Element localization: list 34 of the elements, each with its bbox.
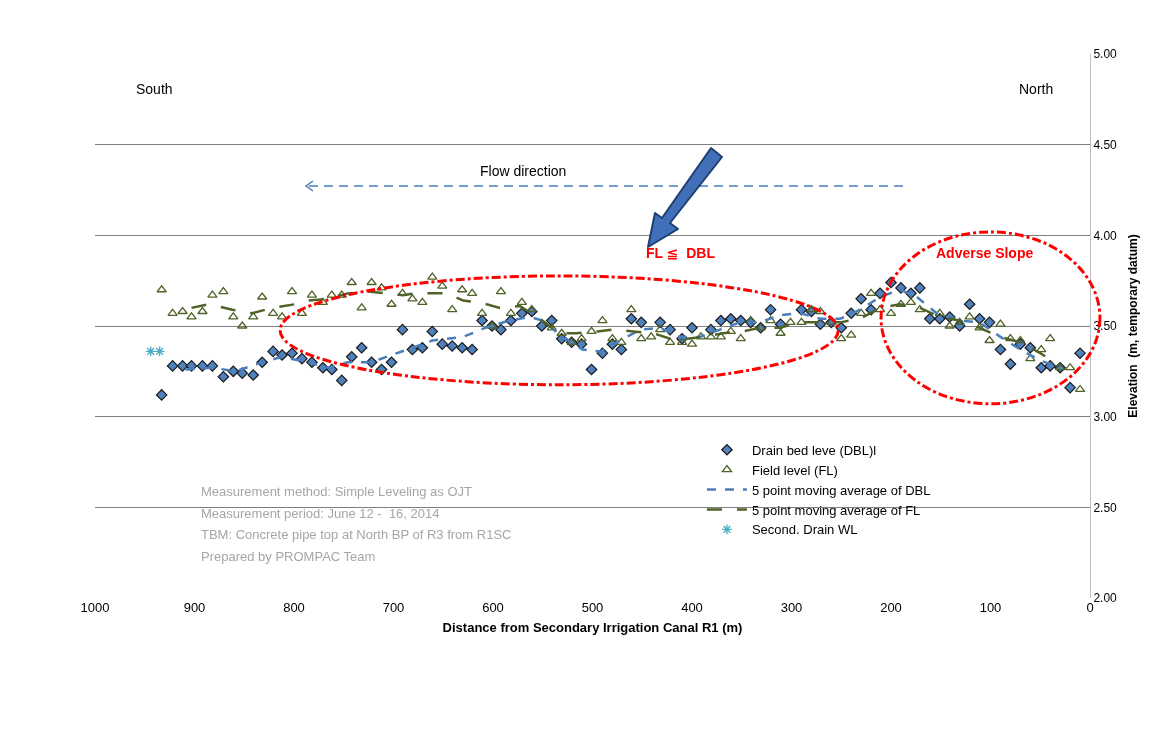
x-tick-label: 0 [1086, 600, 1094, 615]
x-tick-label: 600 [482, 600, 504, 615]
y-tick-label: 2.50 [1093, 500, 1118, 515]
legend-label: 5 point moving average of DBL [751, 482, 931, 498]
x-tick-label: 900 [183, 600, 206, 615]
annotation: Flow direction [480, 163, 567, 179]
annotation: Adverse Slope [936, 245, 1034, 261]
x-tick-label: 800 [283, 600, 305, 615]
legend-label: Second. Drain WL [751, 522, 858, 538]
annotation: Measurement method: Simple Leveling as OJT [201, 484, 473, 499]
x-tick-label: 300 [780, 600, 803, 615]
annotation: FL ≦ DBL [646, 245, 716, 261]
y-tick-label: 5.00 [1093, 47, 1118, 62]
x-tick-label: 400 [681, 600, 703, 615]
legend-label: 5 point moving average of FL [751, 502, 921, 518]
x-tick-label: 100 [979, 600, 1002, 615]
y-tick-label: 3.50 [1093, 319, 1118, 334]
legend-label: Drain bed leve (DBL)l [751, 442, 877, 458]
legend-label: Field level (FL) [751, 462, 838, 478]
annotation: Prepared by PROMPAC Team [201, 549, 376, 564]
annotation: TBM: Concrete pipe top at North BP of R3 from R1SC [201, 527, 512, 542]
x-axis-title: Distance from Secondary Irrigation Canal R1 (m) [442, 619, 743, 635]
x-tick-label: 1000 [80, 600, 110, 615]
annotation: North [1019, 81, 1054, 97]
x-tick-label: 500 [581, 600, 604, 615]
y-tick-label: 4.50 [1093, 137, 1118, 152]
y-tick-label: 3.00 [1093, 409, 1118, 424]
y-tick-label: 2.00 [1093, 591, 1118, 606]
y-tick-label: 4.00 [1093, 228, 1118, 243]
x-tick-label: 200 [880, 600, 902, 615]
annotation: South [136, 81, 173, 97]
annotation: Measurement period: June 12 - 16, 2014 [201, 506, 440, 521]
y-axis-title: Elevation (m, temporary datum) [1125, 234, 1140, 418]
x-tick-label: 700 [382, 600, 405, 615]
